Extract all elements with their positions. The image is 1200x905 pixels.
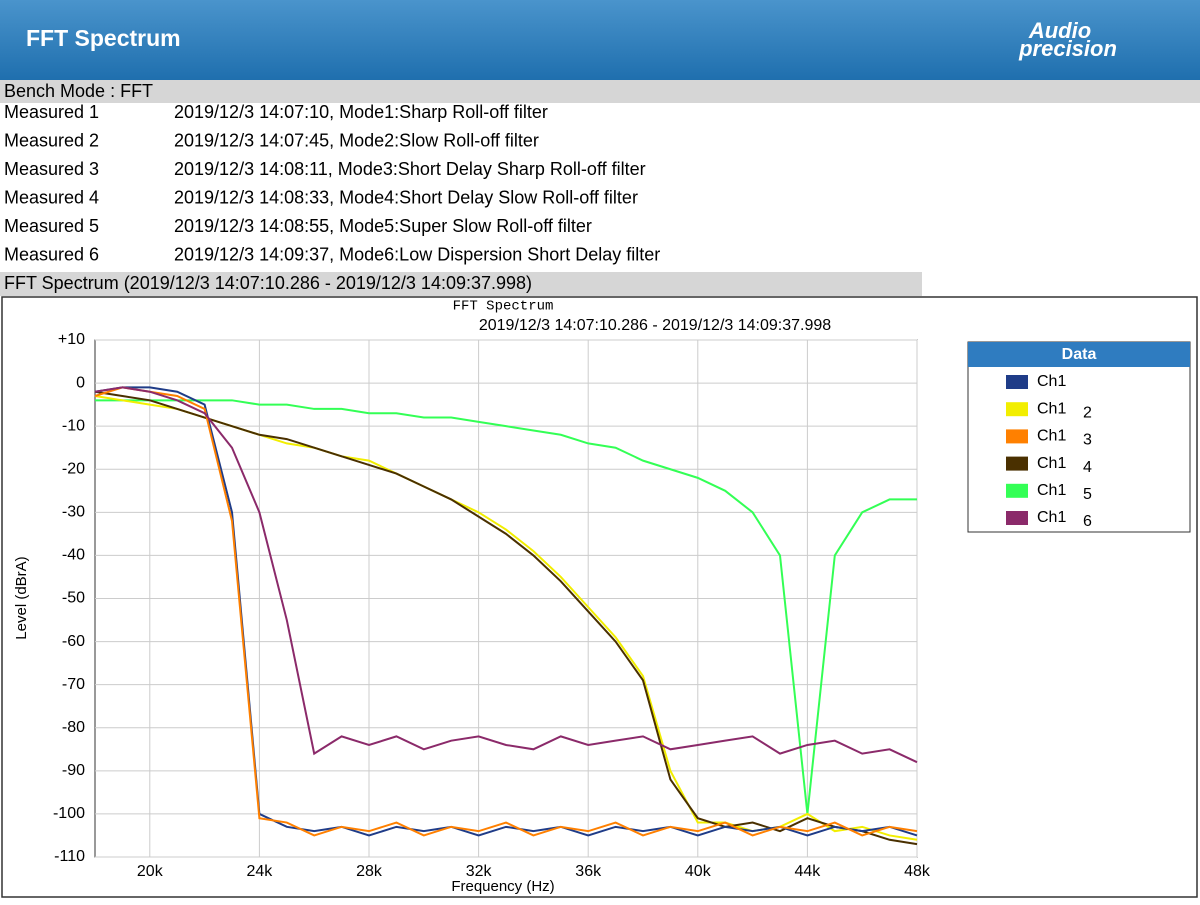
x-tick-label: 24k [247,863,274,880]
bench-mode: Bench Mode : FFT [4,81,153,101]
legend-swatch [1006,429,1028,444]
y-tick-label: 0 [76,374,85,391]
y-tick-label: -50 [62,590,85,607]
x-tick-label: 40k [685,863,712,880]
y-axis-label: Level (dBrA) [13,556,30,639]
legend-box [967,341,1191,533]
legend-label: Ch1 [1037,509,1066,526]
legend-subscript: 2 [1083,404,1092,421]
header-bar [0,0,1200,80]
y-tick-label: +10 [58,331,85,348]
chart-subtitle: 2019/12/3 14:07:10.286 - 2019/12/3 14:09… [479,317,831,334]
legend-subscript: 6 [1083,513,1092,530]
legend-swatch [1006,375,1028,389]
measurement-label: Measured 6 [4,244,99,264]
x-tick-label: 36k [575,863,602,880]
measurement-label: Measured 3 [4,159,99,179]
series-line [94,390,918,846]
y-tick-label: -30 [62,504,85,521]
x-tick-label: 28k [356,863,383,880]
logo-text: Audio [1028,18,1091,43]
legend-header [968,342,1190,367]
legend-label: Ch1 [1037,373,1066,390]
y-tick-label: -80 [62,719,85,736]
legend-label: Ch1 [1037,428,1066,445]
legend-title: Data [1062,346,1097,363]
legend-swatch [1006,402,1028,417]
legend-subscript: 4 [1083,459,1092,476]
series-line [95,399,917,815]
measurement-label: Measured 2 [4,130,99,150]
y-tick-label: -90 [62,762,85,779]
legend-label: Ch1 [1037,482,1066,499]
measurement-label: Measured 4 [4,187,99,207]
x-tick-label: 44k [795,863,822,880]
x-tick-label: 32k [466,863,493,880]
x-tick-label: 20k [137,863,164,880]
bench-bar [0,80,1200,103]
measurement-list: Measured 1 2019/12/3 14:07:10, Mode1:Shar… [4,102,660,265]
y-tick-label: -60 [62,633,85,650]
y-tick-label: -100 [53,805,85,822]
measurement-text: 2019/12/3 14:08:11, Mode3:Short Delay Sh… [174,159,646,179]
y-tick-label: -70 [62,676,85,693]
x-axis-label: Frequency (Hz) [451,878,554,895]
legend-swatch [1006,483,1028,498]
x-tick-label: 48k [904,863,931,880]
y-tick-label: -10 [62,417,85,434]
legend-label: Ch1 [1037,455,1066,472]
logo-text: precision [1018,36,1117,61]
y-tick-label: -110 [54,848,85,865]
measurement-label: Measured 1 [4,102,99,122]
section-bar [0,272,922,296]
series-line [94,386,918,764]
y-tick-label: -20 [62,460,85,477]
section-title: FFT Spectrum (2019/12/3 14:07:10.286 - 2… [4,273,532,293]
legend-swatch [1006,456,1028,471]
legend-subscript: 3 [1083,432,1092,449]
y-tick-label: -40 [62,547,85,564]
measurement-label: Measured 5 [4,216,99,236]
series-line [94,386,918,837]
header-title: FFT Spectrum [26,25,181,51]
legend-subscript: 5 [1083,486,1092,503]
legend-swatch [1006,511,1028,525]
chart: FFT Spectrum 2019/12/3 14:07:10.286 - 201… [13,299,1191,895]
measurement-text: 2019/12/3 14:08:33, Mode4:Short Delay Sl… [174,187,638,207]
chart-title: FFT Spectrum [453,299,554,315]
measurement-text: 2019/12/3 14:07:45, Mode2:Slow Roll-off … [174,130,539,150]
measurement-text: 2019/12/3 14:09:37, Mode6:Low Dispersion… [174,244,660,264]
measurement-text: 2019/12/3 14:07:10, Mode1:Sharp Roll-off… [174,102,548,122]
legend-label: Ch1 [1037,400,1066,417]
measurement-text: 2019/12/3 14:08:55, Mode5:Super Slow Rol… [174,216,592,236]
